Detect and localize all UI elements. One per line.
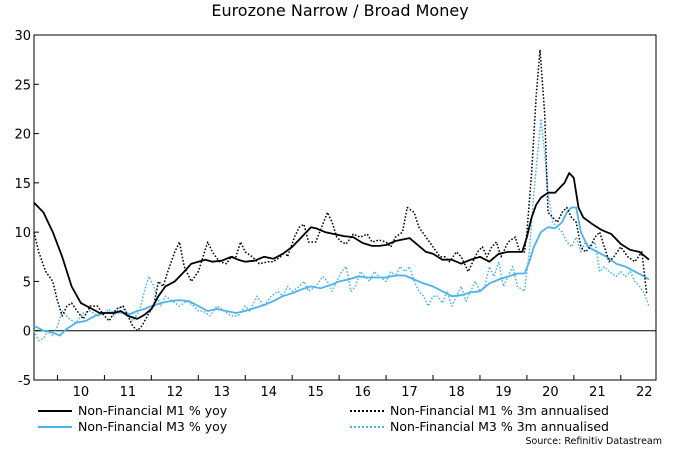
- plot-frame: [33, 34, 657, 381]
- legend-label-m1-yoy: Non-Financial M1 % yoy: [78, 403, 228, 418]
- chart-title: Eurozone Narrow / Broad Money: [211, 1, 469, 20]
- legend-swatch-m1-yoy: [38, 410, 72, 412]
- y-tick-label: 15: [14, 177, 31, 192]
- x-tick-label: 15: [307, 385, 324, 400]
- y-tick-label: 20: [14, 128, 31, 143]
- y-tick-label: 5: [23, 275, 31, 290]
- x-tick-label: 12: [167, 385, 184, 400]
- series-line-3: [33, 118, 650, 342]
- x-tick-label: 11: [120, 385, 137, 400]
- legend-label-m3-yoy: Non-Financial M3 % yoy: [78, 419, 228, 434]
- series-line-1: [33, 49, 648, 332]
- y-tick-label: 0: [23, 325, 31, 340]
- plot-border: [33, 34, 657, 381]
- x-tick-label: 21: [589, 385, 606, 400]
- legend-label-m3-3m: Non-Financial M3 % 3m annualised: [390, 419, 609, 434]
- legend-swatch-m1-3m: [350, 410, 384, 412]
- x-tick-label: 16: [354, 385, 371, 400]
- y-tick-label: 25: [14, 78, 31, 93]
- series-line-2: [33, 206, 650, 337]
- series-group: [33, 49, 650, 342]
- legend-label-m1-3m: Non-Financial M1 % 3m annualised: [390, 403, 609, 418]
- source-note: Source: Refinitiv Datastream: [525, 436, 663, 447]
- x-tick-label: 18: [448, 385, 465, 400]
- x-tick-label: 13: [214, 385, 231, 400]
- x-axis: 10 11 12 13 14 15 16 17 18 19 20 21 22: [56, 375, 653, 400]
- y-tick-label: -5: [18, 374, 31, 389]
- y-axis: 30 25 20 15 10 5 0 -5: [14, 29, 39, 389]
- x-tick-label: 22: [636, 385, 653, 400]
- legend-swatch-m3-3m: [350, 426, 384, 428]
- x-tick-label: 17: [401, 385, 418, 400]
- x-tick-label: 20: [542, 385, 559, 400]
- y-tick-label: 30: [14, 29, 31, 44]
- series-line-0: [33, 172, 650, 320]
- legend-swatch-m3-yoy: [38, 426, 72, 428]
- y-tick-label: 10: [14, 226, 31, 241]
- x-tick-label: 19: [495, 385, 512, 400]
- x-tick-label: 14: [260, 385, 277, 400]
- x-tick-label: 10: [73, 385, 90, 400]
